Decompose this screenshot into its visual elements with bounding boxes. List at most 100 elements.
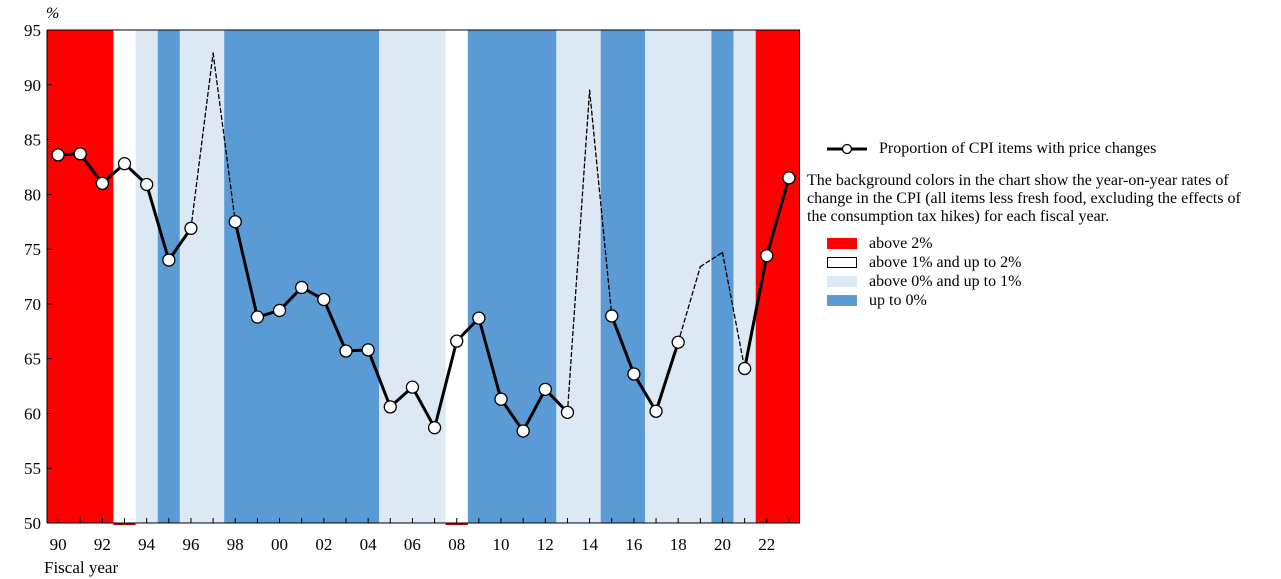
data-point — [361, 343, 375, 357]
series-segment — [477, 316, 503, 401]
x-tick-label: 92 — [94, 535, 111, 554]
data-point — [73, 147, 87, 161]
background-band — [224, 30, 380, 523]
data-point — [782, 171, 796, 185]
series-segment — [322, 298, 348, 353]
background-band — [135, 30, 158, 523]
series-segment — [743, 254, 769, 371]
data-point — [560, 405, 575, 419]
x-tick-label: 06 — [404, 535, 421, 554]
data-point — [184, 221, 198, 235]
x-tick-label: 08 — [448, 535, 465, 554]
y-axis-unit: % — [46, 5, 59, 22]
data-point — [162, 253, 176, 267]
background-band — [157, 30, 180, 523]
x-tick-label: 96 — [182, 535, 199, 554]
x-tick-label: 02 — [315, 535, 332, 554]
data-point — [295, 280, 309, 295]
legend-category-label: above 2% — [869, 234, 933, 252]
data-point — [140, 177, 154, 192]
line-marker-icon — [827, 143, 867, 155]
series-segment — [654, 340, 680, 413]
x-tick-label: 00 — [271, 535, 288, 554]
x-tick-label: 12 — [537, 535, 554, 554]
y-tick-label: 60 — [24, 404, 41, 423]
x-tick-label: 10 — [493, 535, 510, 554]
series-segment-dashed — [721, 251, 746, 370]
series-segment-dashed — [588, 89, 613, 317]
legend-category-label: above 0% and up to 1% — [869, 272, 1022, 290]
series-segment — [410, 385, 437, 430]
data-point — [250, 310, 265, 324]
x-tick-label: 14 — [581, 535, 599, 554]
background-band — [47, 30, 114, 523]
background-band — [113, 30, 136, 523]
background-band — [445, 30, 468, 523]
legend: Proportion of CPI items with price chang… — [807, 136, 1267, 310]
background-band — [379, 30, 446, 523]
y-axis-ticks: 50 55 60 65 70 75 80 85 90 95 — [24, 21, 52, 533]
x-tick-label: 16 — [625, 535, 642, 554]
legend-category: above 1% and up to 2% — [827, 253, 1267, 272]
data-point — [405, 380, 420, 394]
legend-category: above 2% — [827, 234, 1267, 253]
data-point — [317, 292, 331, 307]
series-segment — [610, 314, 636, 376]
background-band — [467, 30, 557, 523]
data-point — [339, 344, 353, 358]
data-point — [427, 421, 442, 435]
legend-category-label: above 1% and up to 2% — [869, 253, 1022, 271]
series-segment — [233, 220, 259, 319]
legend-swatch — [827, 276, 857, 287]
legend-category: up to 0% — [827, 291, 1267, 310]
series-segment — [521, 387, 547, 433]
x-tick-label: 20 — [714, 535, 731, 554]
data-point — [228, 215, 242, 229]
legend-series-entry: Proportion of CPI items with price chang… — [827, 136, 1267, 162]
data-point — [95, 176, 110, 191]
legend-note: The background colors in the chart show … — [807, 172, 1241, 225]
legend-swatch — [827, 295, 857, 306]
x-tick-label: 90 — [50, 535, 67, 554]
x-tick-label: 98 — [227, 535, 244, 554]
data-point — [272, 303, 287, 318]
series-segment — [366, 348, 392, 409]
series-segment-dashed — [699, 251, 724, 268]
data-point — [516, 424, 530, 438]
data-point — [649, 404, 663, 418]
series-segment — [765, 176, 791, 258]
data-point — [383, 400, 397, 414]
y-tick-label: 95 — [24, 21, 41, 40]
y-tick-label: 50 — [24, 514, 41, 533]
background-band — [733, 30, 756, 523]
series-segment-dashed — [190, 52, 214, 229]
chart: 50 55 60 65 70 75 80 85 90 95 90 92 94 96 98 00 02 04 06 0… — [24, 5, 800, 577]
data-point — [494, 392, 508, 406]
data-point — [450, 334, 464, 348]
series-segment — [145, 182, 171, 262]
legend-series-label: Proportion of CPI items with price chang… — [879, 140, 1157, 157]
series-segment — [632, 372, 658, 413]
x-axis-ticks: 90 92 94 96 98 00 02 04 06 08 10 12 14 16 18 20 22 — [50, 518, 790, 554]
data-point — [51, 148, 65, 162]
legend-category-label: up to 0% — [869, 291, 927, 309]
legend-swatch — [827, 257, 857, 268]
y-tick-label: 55 — [24, 459, 41, 478]
data-point — [737, 361, 752, 376]
data-point — [627, 367, 641, 381]
y-tick-label: 75 — [24, 240, 41, 259]
data-point — [760, 249, 774, 263]
y-tick-label: 85 — [24, 131, 41, 150]
x-axis-label: Fiscal year — [44, 558, 118, 577]
background-band — [556, 30, 601, 523]
axes — [46, 29, 800, 524]
background-band — [711, 30, 734, 523]
data-point — [671, 335, 685, 349]
background-band — [600, 30, 645, 523]
series-segment — [433, 339, 459, 430]
x-tick-label: 22 — [758, 535, 775, 554]
background-bands — [47, 30, 800, 525]
data-point — [117, 157, 132, 171]
y-tick-label: 80 — [24, 185, 41, 204]
y-tick-label: 65 — [24, 350, 41, 369]
